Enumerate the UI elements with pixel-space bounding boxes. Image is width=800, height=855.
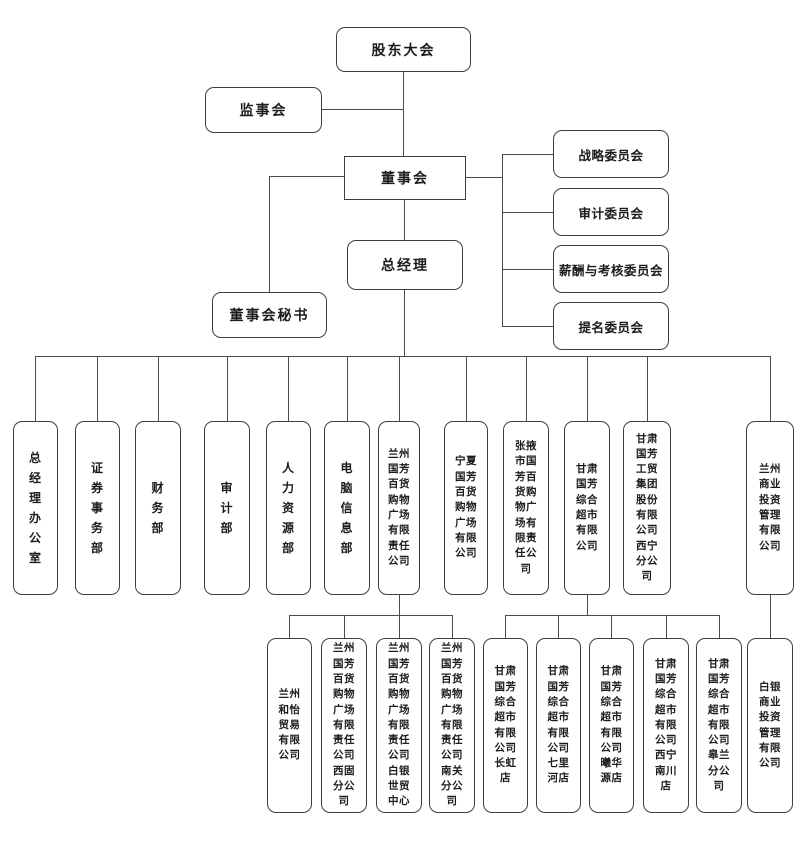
node-strategy-committee: 战略委员会 <box>553 130 669 178</box>
node-lanzhou-guofang-store: 兰州 国芳 百货 购物 广场 有限 责任 公司 <box>378 421 420 595</box>
node-compensation-committee: 薪酬与考核委员会 <box>553 245 669 293</box>
connector-line <box>399 615 400 638</box>
connector-line <box>770 595 771 638</box>
node-baiyin-commercial-investment: 白银 商业 投资 管理 有限 公司 <box>747 638 793 813</box>
node-finance-dept: 财 务 部 <box>135 421 181 595</box>
node-guofang-group-xining-branch: 甘肃 国芳 工贸 集团 股份 有限 公司 西宁 分公 司 <box>623 421 671 595</box>
node-nomination-committee: 提名委员会 <box>553 302 669 350</box>
connector-line <box>502 269 553 270</box>
connector-line <box>505 615 506 638</box>
node-general-manager: 总经理 <box>347 240 463 290</box>
node-xining-nanchuan-store: 甘肃 国芳 综合 超市 有限 公司 西宁 南川 店 <box>643 638 689 813</box>
node-shareholders-meeting: 股东大会 <box>336 27 471 72</box>
connector-line <box>269 176 270 292</box>
node-audit-dept: 审 计 部 <box>204 421 250 595</box>
connector-line <box>399 595 400 615</box>
node-board-secretary: 董事会秘书 <box>212 292 327 338</box>
connector-line <box>466 177 502 178</box>
connector-line <box>227 356 228 421</box>
connector-line <box>502 212 553 213</box>
connector-line <box>587 595 588 615</box>
connector-line <box>505 615 719 616</box>
node-xihuayuan-store: 甘肃 国芳 综合 超市 有限 公司 曦华 源店 <box>589 638 634 813</box>
node-securities-affairs-dept: 证 券 事 务 部 <box>75 421 120 595</box>
connector-line <box>526 356 527 421</box>
connector-line <box>288 356 289 421</box>
connector-line <box>611 615 612 638</box>
connector-line <box>719 615 720 638</box>
connector-line <box>289 615 452 616</box>
node-ningxia-guofang-store: 宁夏 国芳 百货 购物 广场 有限 公司 <box>444 421 488 595</box>
connector-line <box>770 356 771 421</box>
connector-line <box>399 356 400 421</box>
connector-line <box>35 356 770 357</box>
connector-line <box>587 356 588 421</box>
connector-line <box>403 72 404 156</box>
connector-line <box>502 326 553 327</box>
connector-line <box>289 615 290 638</box>
node-nanguan-branch: 兰州 国芳 百货 购物 广场 有限 责任 公司 南关 分公 司 <box>429 638 475 813</box>
connector-line <box>322 109 404 110</box>
node-supervisory-board: 监事会 <box>205 87 322 133</box>
connector-line <box>158 356 159 421</box>
node-hr-dept: 人 力 资 源 部 <box>266 421 311 595</box>
connector-line <box>344 615 345 638</box>
node-lanzhou-commercial-investment: 兰州 商业 投资 管理 有限 公司 <box>746 421 794 595</box>
node-gansu-guofang-supermarket: 甘肃 国芳 综合 超市 有限 公司 <box>564 421 610 595</box>
connector-line <box>347 356 348 421</box>
connector-line <box>466 356 467 421</box>
node-it-dept: 电 脑 信 息 部 <box>324 421 370 595</box>
node-xigu-branch: 兰州 国芳 百货 购物 广场 有限 责任 公司 西固 分公 司 <box>321 638 367 813</box>
connector-line <box>452 615 453 638</box>
connector-line <box>647 356 648 421</box>
node-board-of-directors: 董事会 <box>344 156 466 200</box>
node-qilihe-store: 甘肃 国芳 综合 超市 有限 公司 七里 河店 <box>536 638 581 813</box>
node-gm-office: 总 经 理 办 公 室 <box>13 421 58 595</box>
connector-line <box>404 200 405 240</box>
connector-line <box>35 356 36 421</box>
node-changhong-store: 甘肃 国芳 综合 超市 有限 公司 长虹 店 <box>483 638 528 813</box>
connector-line <box>97 356 98 421</box>
connector-line <box>666 615 667 638</box>
node-audit-committee: 审计委员会 <box>553 188 669 236</box>
node-zhangye-guofang-store: 张掖 市国 芳百 货购 物广 场有 限责 任公 司 <box>503 421 549 595</box>
connector-line <box>502 154 503 327</box>
connector-line <box>558 615 559 638</box>
connector-line <box>502 154 553 155</box>
node-baiyin-world-trade-center: 兰州 国芳 百货 购物 广场 有限 责任 公司 白银 世贸 中心 <box>376 638 422 813</box>
connector-line <box>404 290 405 356</box>
node-lanzhou-heyi-trading: 兰州 和怡 贸易 有限 公司 <box>267 638 312 813</box>
connector-line <box>269 176 344 177</box>
node-gaolan-branch: 甘肃 国芳 综合 超市 有限 公司 皋兰 分公 司 <box>696 638 742 813</box>
